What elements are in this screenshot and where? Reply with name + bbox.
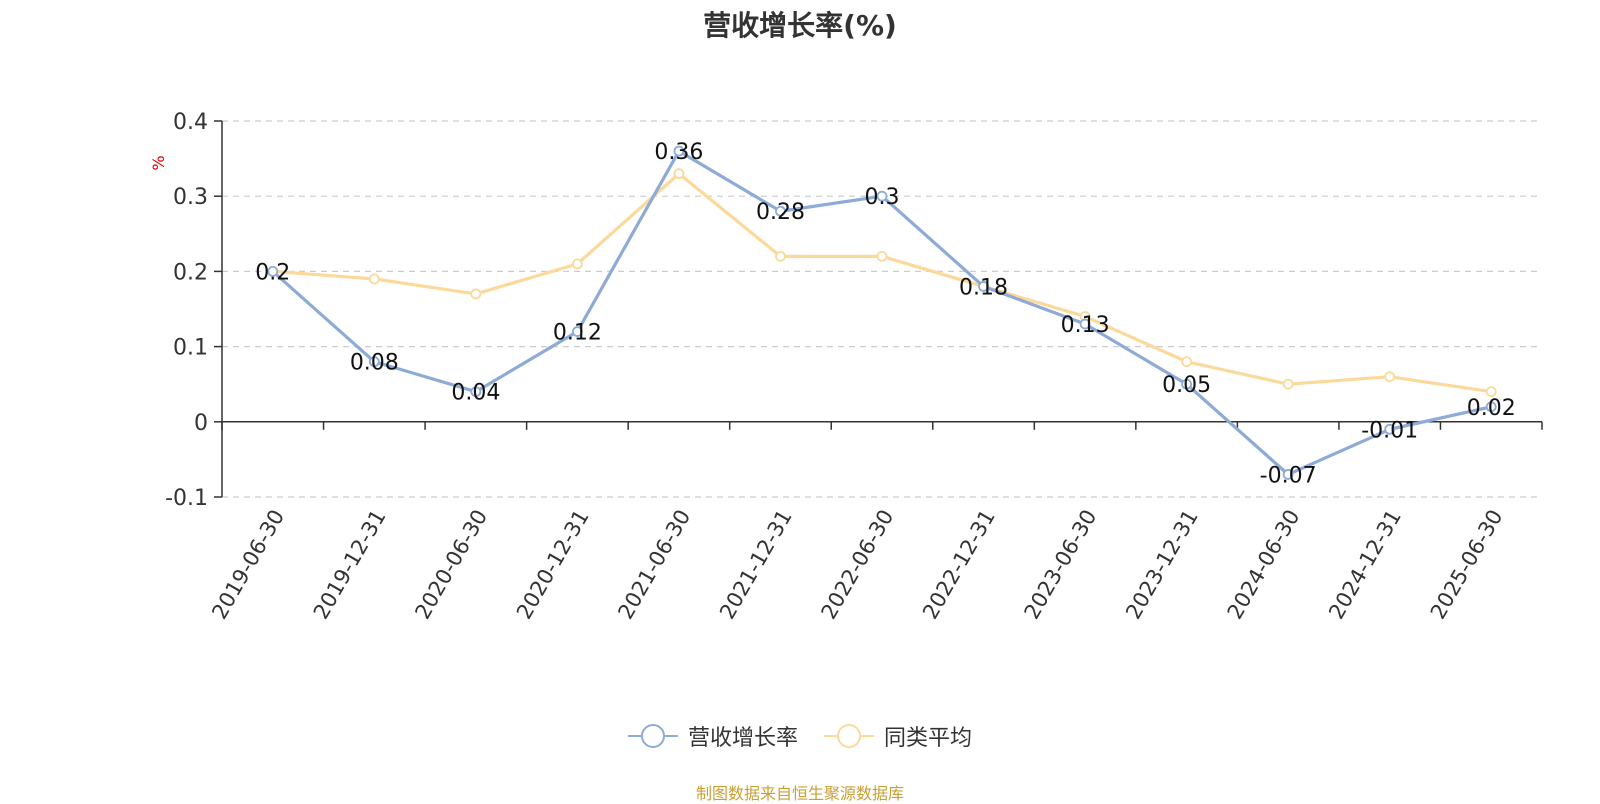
series-1-point[interactable]	[1181, 378, 1193, 390]
series-2-point[interactable]	[1181, 356, 1193, 368]
series-2-point[interactable]	[775, 250, 786, 262]
data-label: 0.3	[865, 185, 900, 210]
series-1-point[interactable]	[775, 205, 786, 217]
legend-item-series-1[interactable]: 营收增长率	[627, 720, 798, 752]
series-2-point[interactable]	[1282, 378, 1294, 390]
series-1-point[interactable]	[1485, 401, 1497, 413]
legend-series-1-icon	[627, 724, 678, 748]
x-tick-label: 2024-06-30	[1223, 506, 1305, 624]
x-tick-label: 2022-12-31	[918, 506, 1000, 624]
legend: 营收增长率 同类平均	[0, 720, 1600, 752]
y-tick-label: 0.2	[173, 260, 208, 285]
series-2-point[interactable]	[368, 273, 380, 285]
series-1-point[interactable]	[673, 145, 685, 157]
x-tick-label: 2020-12-31	[512, 506, 594, 624]
series-1-point[interactable]	[1282, 469, 1294, 480]
data-label: 0.2	[255, 260, 290, 285]
x-tick-label: 2019-06-30	[207, 506, 289, 624]
grid-layer	[222, 120, 1542, 498]
data-label: 0.05	[1162, 373, 1211, 398]
legend-series-2-label: 同类平均	[884, 726, 973, 751]
data-label: 0.08	[350, 351, 399, 376]
series-1-point[interactable]	[470, 386, 482, 398]
data-label: -0.01	[1361, 418, 1418, 443]
x-tick-label: 2019-12-31	[309, 506, 391, 624]
series-1-point[interactable]	[1079, 318, 1091, 330]
legend-series-1-label: 营收增长率	[687, 726, 798, 751]
x-tick-label: 2022-06-30	[817, 506, 899, 624]
y-tick-label: 0.3	[173, 185, 208, 210]
x-tick-label: 2021-12-31	[715, 506, 797, 624]
y-tick-label: -0.1	[165, 486, 208, 511]
x-tick-label: 2021-06-30	[613, 506, 695, 624]
chart-title: 营收增长率(%)	[703, 9, 897, 42]
series-2-point[interactable]	[470, 288, 482, 300]
series-1-point[interactable]	[1384, 423, 1396, 435]
series-1-point[interactable]	[368, 356, 380, 368]
legend-series-2-icon	[824, 724, 874, 748]
legend-item-series-2[interactable]: 同类平均	[824, 720, 972, 752]
y-tick-label: 0.1	[173, 336, 208, 361]
series-2-point[interactable]	[1485, 386, 1497, 398]
source-footer: 制图数据来自恒生聚源数据库	[695, 784, 904, 803]
y-axis-label: %	[149, 155, 168, 170]
x-tick-label: 2023-12-31	[1121, 506, 1203, 624]
data-label: 0.13	[1061, 313, 1110, 338]
data-label: -0.07	[1260, 463, 1317, 488]
series-2-point[interactable]	[571, 258, 583, 270]
y-tick-label: 0	[194, 411, 208, 436]
series-2-point[interactable]	[1384, 371, 1396, 383]
series-1-point[interactable]	[267, 265, 279, 277]
series-layer	[267, 145, 1497, 480]
data-label: 0.12	[553, 321, 602, 346]
y-tick-label: 0.4	[173, 110, 208, 135]
x-tick-label: 2025-06-30	[1426, 506, 1508, 624]
data-label: 0.18	[959, 275, 1008, 300]
data-label: 0.02	[1467, 396, 1516, 421]
x-tick-label: 2020-06-30	[410, 506, 492, 624]
data-label: 0.04	[451, 381, 500, 406]
x-tick-label: 2024-12-31	[1324, 506, 1406, 624]
data-label: 0.36	[654, 140, 703, 165]
x-tick-label: 2023-06-30	[1020, 506, 1102, 624]
series-1-point[interactable]	[876, 190, 888, 202]
series-1-point[interactable]	[978, 281, 989, 292]
series-2-point[interactable]	[876, 250, 888, 262]
series-1-point[interactable]	[571, 326, 583, 337]
data-label-layer: 0.2 0.08 0.04 0.12 0.36 0.28 0.3 0.18 0.13 0.05 -0…	[255, 140, 1515, 488]
data-label: 0.28	[756, 200, 805, 225]
series-2-point[interactable]	[673, 168, 685, 180]
